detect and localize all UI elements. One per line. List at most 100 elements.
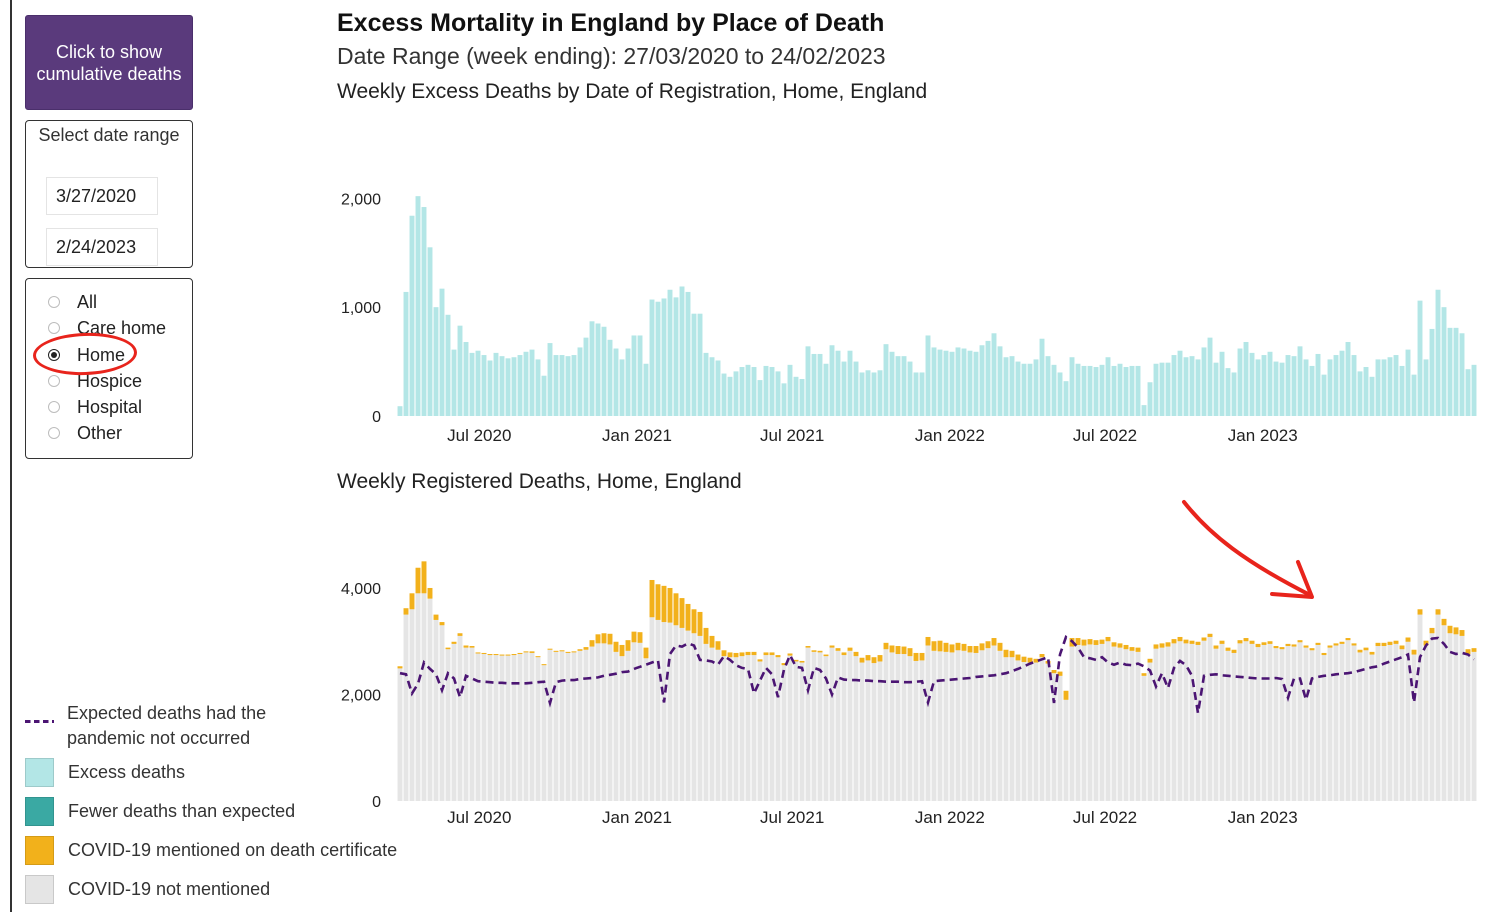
legend-label-covid: COVID-19 mentioned on death certificate [68, 840, 398, 860]
not-covid-bar [403, 614, 409, 801]
radio-home[interactable]: Home [48, 343, 125, 367]
not-covid-bar [775, 657, 781, 801]
not-covid-bar [559, 651, 565, 801]
start-date-input[interactable] [46, 177, 158, 215]
excess-bar [901, 356, 907, 416]
excess-bar [1117, 363, 1123, 416]
radio-button[interactable] [48, 427, 60, 439]
excess-bar [775, 371, 781, 416]
not-covid-bar [499, 655, 505, 801]
excess-bar [529, 349, 535, 416]
not-covid-bar [943, 651, 949, 801]
not-covid-bar [1033, 662, 1039, 801]
covid-bar [1081, 639, 1087, 646]
not-covid-bar [1045, 663, 1051, 801]
covid-bar [1393, 640, 1399, 644]
radio-button[interactable] [48, 401, 60, 413]
excess-bar [553, 355, 559, 416]
covid-bar [691, 609, 697, 634]
page-title: Excess Mortality in England by Place of … [337, 9, 885, 37]
legend-label-not-covid: COVID-19 not mentioned [68, 879, 271, 899]
not-covid-bar [1309, 650, 1315, 801]
covid-bar [1345, 638, 1351, 641]
excess-bar [781, 383, 787, 416]
not-covid-bar [889, 652, 895, 801]
not-covid-bar [1153, 648, 1159, 801]
radio-button[interactable] [48, 296, 60, 308]
excess-bar [853, 361, 859, 416]
not-covid-bar [1189, 643, 1195, 801]
not-covid-bar [1399, 649, 1405, 801]
not-covid-bar [1405, 641, 1411, 801]
excess-bar [409, 215, 415, 416]
cumulative-deaths-button[interactable]: Click to show cumulative deaths [25, 15, 193, 110]
covid-bar [1261, 642, 1267, 645]
not-covid-bar [613, 651, 619, 801]
excess-bar [1171, 355, 1177, 416]
excess-bar [1255, 359, 1261, 416]
covid-bar [1333, 643, 1339, 646]
excess-bar [763, 365, 769, 416]
date-range-panel: Select date range [25, 120, 193, 268]
not-covid-bar [1351, 645, 1357, 801]
not-covid-bar [703, 643, 709, 801]
radio-care-home[interactable]: Care home [48, 316, 166, 340]
covid-bar [721, 650, 727, 657]
not-covid-bar [829, 647, 835, 801]
covid-bar [607, 633, 613, 645]
covid-bar [595, 634, 601, 644]
y-tick-label: 2,000 [341, 687, 381, 704]
excess-bar [559, 355, 565, 416]
covid-bar [997, 642, 1003, 651]
radio-hospital[interactable]: Hospital [48, 395, 142, 419]
not-covid-bar [1285, 646, 1291, 801]
radio-all[interactable]: All [48, 290, 97, 314]
radio-label-other: Other [77, 422, 123, 443]
excess-bar [997, 346, 1003, 416]
covid-bar [1003, 649, 1009, 658]
covid-bar [1411, 649, 1417, 655]
radio-button[interactable] [48, 375, 60, 387]
covid-bar [1201, 637, 1207, 641]
not-covid-bar [625, 650, 631, 801]
covid-bar [679, 598, 685, 628]
excess-bar [1351, 355, 1357, 416]
covid-bar [1219, 640, 1225, 644]
end-date-input[interactable] [46, 228, 158, 266]
covid-bar [991, 638, 997, 646]
not-covid-bar [1471, 651, 1477, 801]
covid-bar [775, 655, 781, 658]
covid-bar [1297, 640, 1303, 643]
excess-bar [685, 291, 691, 416]
radio-other[interactable]: Other [48, 421, 122, 445]
excess-bar [607, 339, 613, 416]
not-covid-bar [763, 655, 769, 801]
covid-bar [625, 640, 631, 651]
radio-hospice[interactable]: Hospice [48, 369, 142, 393]
covid-bar [931, 641, 937, 651]
excess-bar [883, 344, 889, 416]
not-covid-bar [487, 655, 493, 801]
covid-bar [1093, 640, 1099, 645]
not-covid-bar [637, 642, 643, 801]
covid-bar [481, 652, 487, 655]
legend-not-covid: COVID-19 not mentioned [25, 875, 270, 904]
excess-bar [1435, 289, 1441, 416]
not-covid-bar [1423, 645, 1429, 801]
radio-button-selected[interactable] [48, 349, 60, 361]
excess-bar [1141, 405, 1147, 416]
not-covid-bar [577, 650, 583, 801]
not-covid-bar [619, 656, 625, 801]
radio-button[interactable] [48, 322, 60, 334]
not-covid-bar [1267, 643, 1273, 801]
covid-bar [445, 647, 451, 650]
excess-bar [793, 376, 799, 416]
excess-bar [499, 356, 505, 416]
excess-bar [589, 321, 595, 416]
covid-bar [1009, 650, 1015, 658]
excess-bar [967, 350, 973, 416]
covid-bar [937, 640, 943, 652]
excess-bar [1411, 374, 1417, 416]
radio-label-hospice: Hospice [77, 370, 143, 391]
covid-bar [523, 651, 529, 653]
